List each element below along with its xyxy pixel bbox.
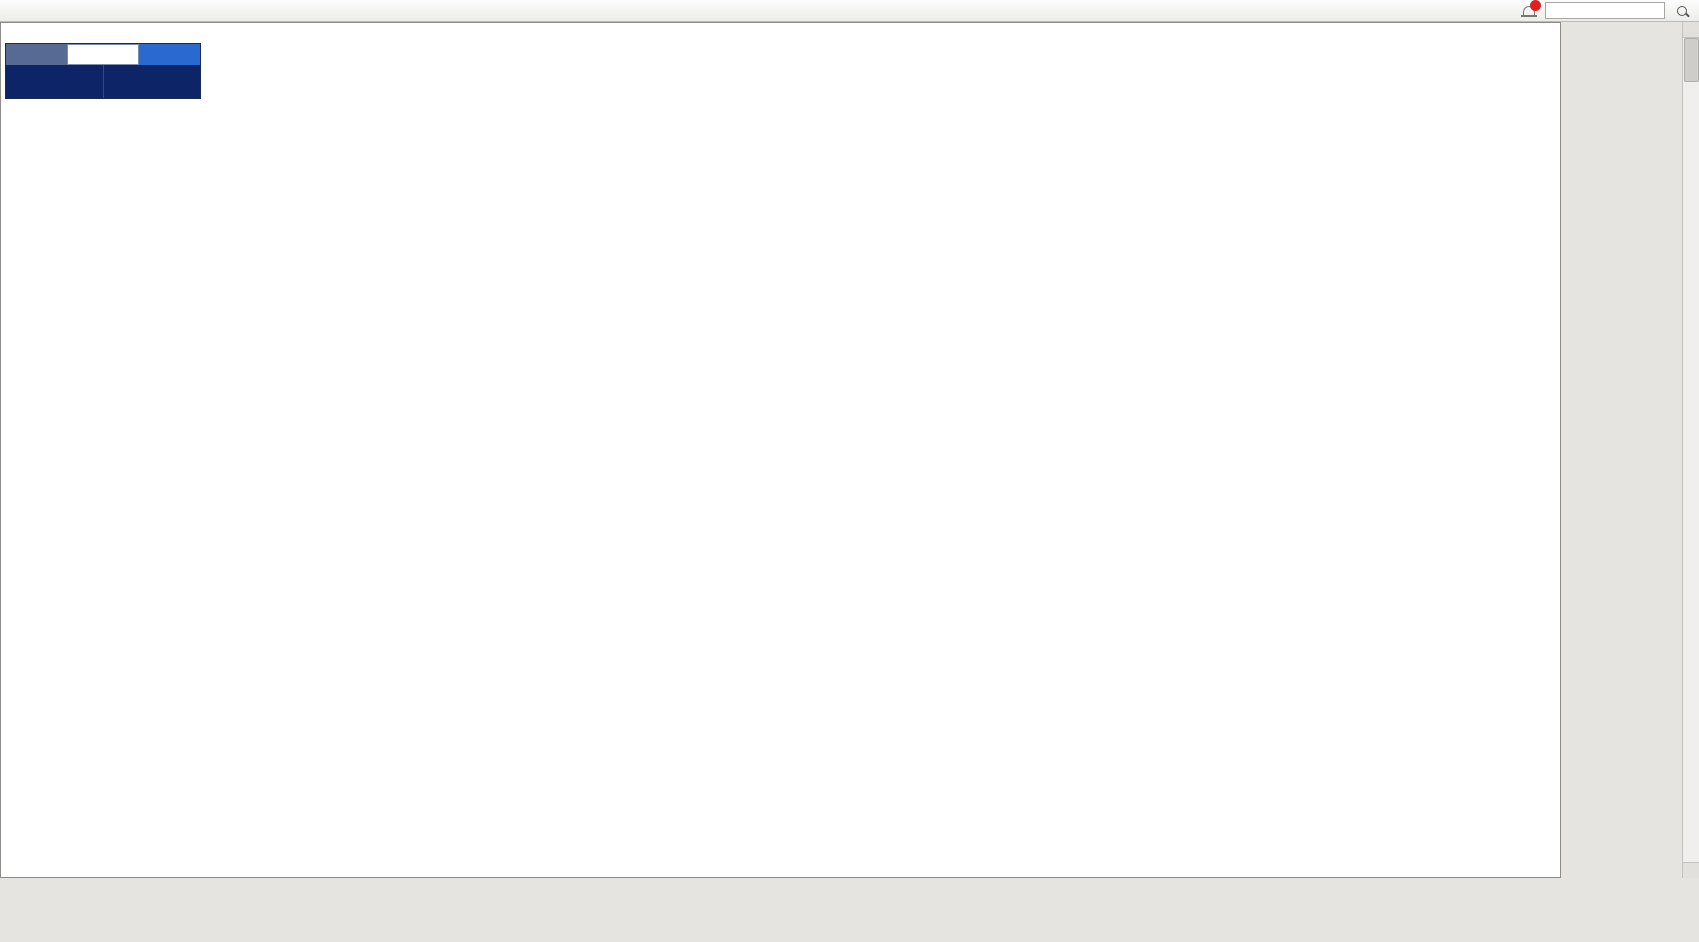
chart-canvas[interactable] bbox=[1, 23, 1560, 877]
search-input[interactable] bbox=[1545, 2, 1665, 19]
vertical-scrollbar[interactable] bbox=[1682, 22, 1699, 878]
scroll-up-button[interactable] bbox=[1683, 22, 1699, 38]
volume-input[interactable] bbox=[67, 44, 139, 65]
search-button[interactable] bbox=[1673, 2, 1691, 19]
scrollbar-thumb[interactable] bbox=[1684, 38, 1699, 82]
sell-button[interactable] bbox=[6, 44, 67, 65]
buy-button[interactable] bbox=[139, 44, 200, 65]
one-click-trading-panel bbox=[5, 43, 201, 99]
workspace-gutter-right bbox=[1561, 22, 1699, 942]
notifications-button[interactable] bbox=[1521, 0, 1541, 19]
toolbar bbox=[0, 0, 1699, 22]
chart-window bbox=[0, 22, 1561, 878]
buy-price[interactable] bbox=[102, 65, 201, 98]
scroll-down-button[interactable] bbox=[1683, 862, 1699, 878]
notification-badge bbox=[1530, 0, 1541, 11]
workspace-gutter-bottom bbox=[0, 878, 1561, 942]
toolbar-right bbox=[1521, 0, 1691, 19]
sell-price[interactable] bbox=[6, 65, 103, 98]
search-icon bbox=[1677, 5, 1687, 16]
